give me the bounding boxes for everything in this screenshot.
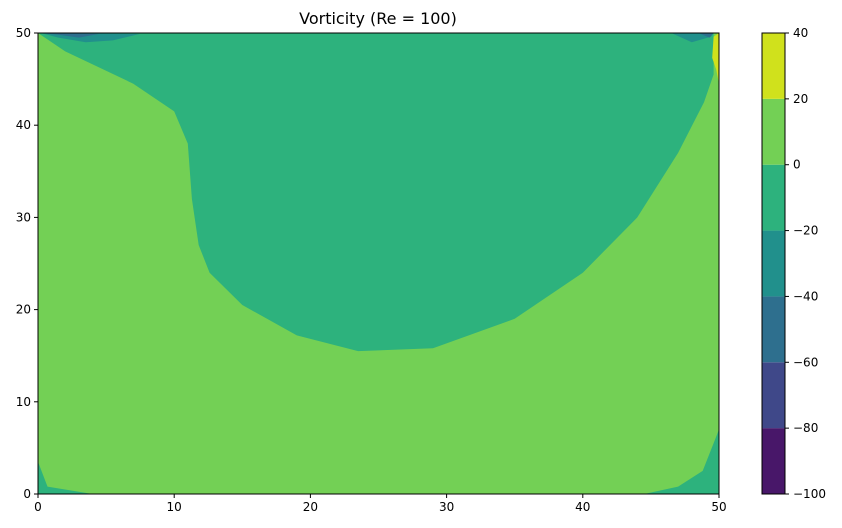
x-tick-label: 50 [711, 500, 726, 514]
colorbar-frame [761, 32, 786, 495]
contour-region-8 [712, 33, 719, 84]
plot-frame [37, 32, 720, 495]
colorbar-tick-label: 40 [793, 26, 808, 40]
y-tick-label: 50 [16, 26, 31, 40]
colorbar-tick-label: −100 [793, 487, 826, 501]
x-tick-label: 0 [34, 500, 42, 514]
colorbar-tick-label: 20 [793, 92, 808, 106]
y-tick-label: 40 [16, 118, 31, 132]
y-tick-label: 20 [16, 303, 31, 317]
y-axis: 0 10 20 30 40 50 [16, 26, 38, 501]
contour-region-1 [38, 33, 714, 352]
x-axis: 0 10 20 30 40 50 [34, 494, 727, 514]
y-tick-label: 10 [16, 395, 31, 409]
contour-region-7 [698, 33, 714, 38]
colorbar-band [762, 296, 785, 363]
colorbar-band [762, 362, 785, 429]
contour-region-6 [40, 33, 100, 38]
colorbar-band [762, 164, 785, 231]
colorbar-tick-label: −20 [793, 224, 818, 238]
x-tick-label: 30 [439, 500, 454, 514]
colorbar-band [762, 98, 785, 165]
x-tick-label: 40 [575, 500, 590, 514]
y-tick-label: 30 [16, 210, 31, 224]
colorbar: −100 −80 −60 −40 −20 0 20 40 [761, 26, 826, 501]
x-tick-label: 20 [303, 500, 318, 514]
contour-region-3 [644, 429, 719, 494]
colorbar-tick-label: 0 [793, 158, 801, 172]
contour-region-2 [38, 461, 93, 494]
colorbar-band [762, 230, 785, 297]
colorbar-tick-label: −60 [793, 355, 818, 369]
colorbar-tick-label: −80 [793, 421, 818, 435]
contour-region-5 [671, 33, 714, 43]
chart-title: Vorticity (Re = 100) [299, 9, 457, 28]
plot-area [37, 32, 720, 495]
colorbar-band [762, 33, 785, 99]
x-tick-label: 10 [167, 500, 182, 514]
y-tick-label: 0 [23, 487, 31, 501]
colorbar-band [762, 428, 785, 494]
colorbar-tick-label: −40 [793, 289, 818, 303]
